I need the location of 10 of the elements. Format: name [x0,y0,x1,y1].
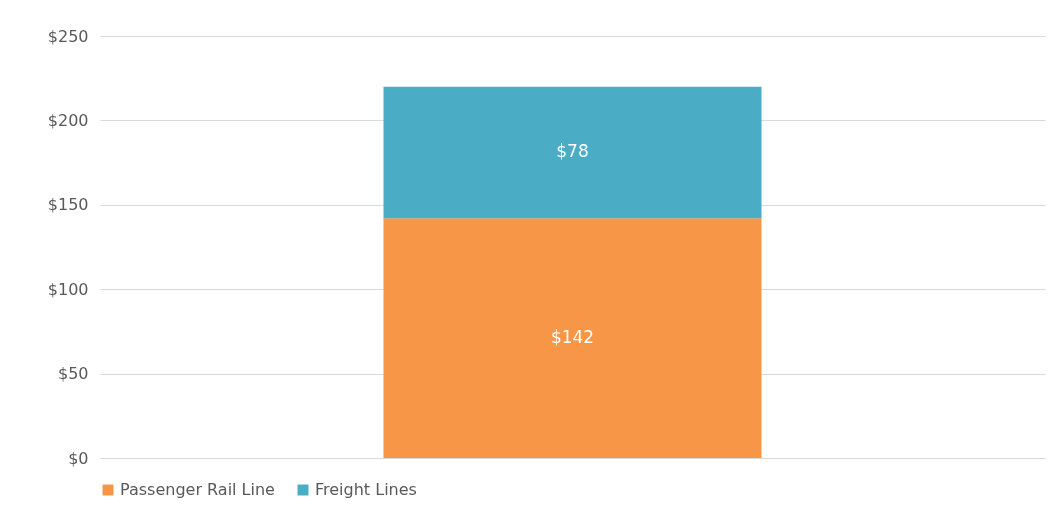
y-tick-label: $50 [57,364,89,384]
y-tick-label: $100 [47,279,89,299]
y-tick-label: $150 [47,195,89,215]
y-tick-label: $250 [47,26,89,46]
data-label: $78 [556,141,589,162]
legend-label: Freight Lines [315,480,417,499]
data-label: $142 [550,327,595,348]
legend-label: Passenger Rail Line [120,480,275,499]
y-tick-label: $200 [47,110,89,130]
y-tick-label: $0 [68,448,89,468]
